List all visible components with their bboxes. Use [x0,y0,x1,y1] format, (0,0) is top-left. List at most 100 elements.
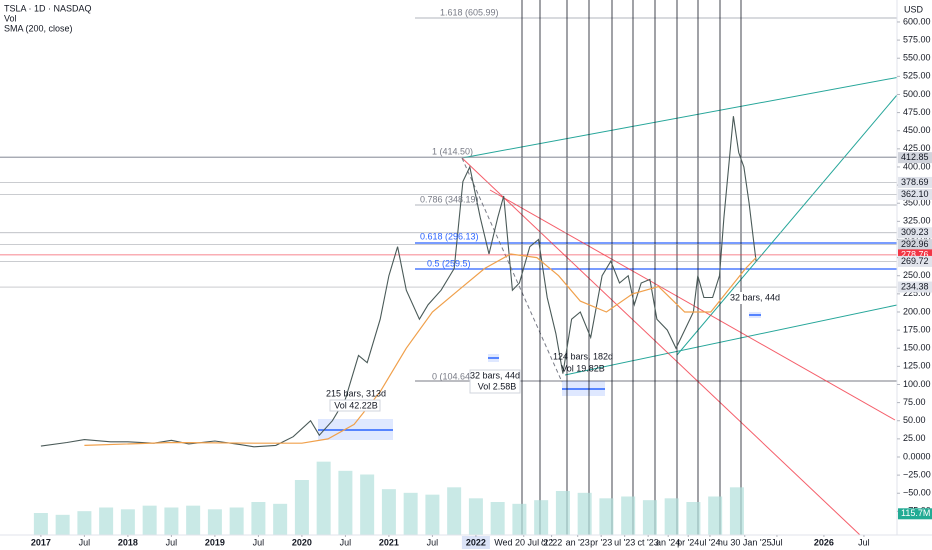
price-label-box [898,176,932,188]
volume-bar [99,507,114,535]
volume-bar [490,502,505,535]
trend-line [564,304,898,376]
volume-bar [686,502,701,535]
price-line [40,116,757,448]
y-tick-label: 125.00 [903,361,931,371]
axes: 600.00 575.00 550.00 525.00 500.00 475.00 450.… [31,16,932,549]
y-tick-label: 325.00 [903,216,931,226]
price-label: 278.76 [901,249,929,259]
y-tick-label: 200.00 [903,306,931,316]
range-label: 32 bars, 44d [470,370,520,380]
label-box [733,292,779,304]
price-label: 269.72 [901,256,929,266]
volume-bar [447,487,462,535]
y-tick-label: 575.00 [903,34,931,44]
x-tick-label: ul '23 [614,537,635,547]
y-tick-label: 75.00 [903,397,926,407]
range-label: Vol 19.82B [561,363,605,373]
price-line [84,253,757,446]
x-tick-label: ct '22 [541,537,562,547]
volume-bar [338,470,353,535]
y-tick-label: 400.00 [903,161,931,171]
volume-bar [621,496,636,535]
x-tick-label: pr '23 [590,537,612,547]
volume-bar [534,500,549,535]
annotations: 1.618 (605.99) 1 (414.50) 0.786 (348.19)… [326,7,780,412]
volume-bar [708,496,723,535]
x-tick-label: 2022 [466,537,486,547]
volume-bar [555,491,570,535]
x-tick-label: ct '23 [638,537,659,547]
volume-bar [229,507,244,535]
range-label: 124 bars, 182d [553,351,613,361]
x-tick-label: hu 30 Jan '25 [718,537,772,547]
x-tick-label: pr '24 [677,537,699,547]
y-tick-label: 600.00 [903,16,931,26]
price-label-box [898,249,932,261]
price-label: 234.38 [901,281,929,291]
volume-bar [207,509,222,535]
volume-bar [120,509,135,535]
x-tick-label: Wed 20 Jul '22 [494,537,553,547]
fib-label: 1 (414.50) [432,146,473,156]
y-tick-label: 225.00 [903,288,931,298]
indicator: Vol [4,13,17,23]
trend-line [676,94,898,356]
price-axis [897,0,932,535]
y-tick-label: −50.00 [903,488,931,498]
volume-bar [729,487,744,535]
marks [0,0,897,535]
y-tick-label: −25.00 [903,469,931,479]
volume-bar [577,492,592,535]
price-label: 309.23 [901,227,929,237]
y-tick-label: 425.00 [903,143,931,153]
volume-bar [142,505,157,535]
x-tick-label: ul '24 [699,537,720,547]
x-tick-label: 2019 [205,537,225,547]
volume-label-box [898,508,932,520]
y-tick-label: 250.00 [903,270,931,280]
range-label: 32 bars, 44d [730,292,780,302]
range-label: Vol 2.58B [478,381,517,391]
price-label-box [898,239,932,251]
price-label: 378.69 [901,177,929,187]
volume-bar [425,494,440,535]
y-tick-label: 500.00 [903,89,931,99]
volume-bar [599,498,614,535]
x-tick-label: Jul [858,537,870,547]
label-box [469,369,521,394]
volume-bar [251,502,266,535]
volume-bar [381,489,396,535]
y-tick-label: 550.00 [903,53,931,63]
y-tick-label: 0.0000 [903,451,931,461]
volume-bar [512,503,527,535]
volume-bar [55,514,70,535]
y-tick-label: 475.00 [903,107,931,117]
range-label: Vol 42.22B [334,400,378,410]
trend-line [489,189,896,421]
x-tick-label: Jul [340,537,352,547]
x-tick-label: Jul [771,537,783,547]
volume-bar [273,503,288,535]
volume-label: 115.7M [901,508,930,518]
volume-bar [294,480,309,535]
fib-label: 0.5 (259.5) [427,258,471,268]
x-tick-label: Jul [79,537,91,547]
price-label-box [898,227,932,239]
price-label-box [898,152,932,164]
y-tick-label: 450.00 [903,125,931,135]
x-tick-label: an '23 [566,537,590,547]
y-tick-label: 350.00 [903,198,931,208]
volume-bar [468,498,483,535]
y-tick-label: 150.00 [903,343,931,353]
x-tick-label: Jul [253,537,265,547]
x-tick-label: 2017 [31,537,51,547]
price-label: 292.96 [901,239,929,249]
fib-label: 0.618 (296.13) [420,231,479,241]
trend-line [461,157,861,536]
x-tick-label: an '24 [656,537,680,547]
volume-bar [186,505,201,535]
price-label-box [898,281,932,293]
